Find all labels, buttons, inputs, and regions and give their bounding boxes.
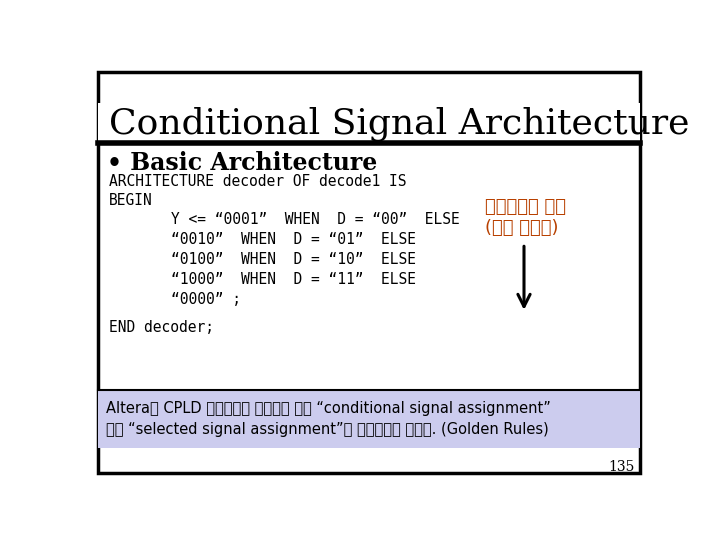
Text: “1000”  WHEN  D = “11”  ELSE: “1000” WHEN D = “11” ELSE bbox=[171, 272, 416, 287]
Text: Conditional Signal Architecture: Conditional Signal Architecture bbox=[109, 106, 689, 140]
Text: “0000” ;: “0000” ; bbox=[171, 292, 241, 307]
Text: Y <= “0001”  WHEN  D = “00”  ELSE: Y <= “0001” WHEN D = “00” ELSE bbox=[171, 212, 460, 227]
Text: 보다 “selected signal assignment”를 사용하기를 권한다. (Golden Rules): 보다 “selected signal assignment”를 사용하기를 권… bbox=[106, 422, 548, 437]
Text: “0010”  WHEN  D = “01”  ELSE: “0010” WHEN D = “01” ELSE bbox=[171, 232, 416, 247]
Bar bbox=[98, 390, 640, 448]
Text: “0100”  WHEN  D = “10”  ELSE: “0100” WHEN D = “10” ELSE bbox=[171, 252, 416, 267]
Text: BEGIN: BEGIN bbox=[109, 193, 153, 208]
Text: 순차적으로 평가: 순차적으로 평가 bbox=[485, 198, 566, 216]
Text: Altera는 CPLD 내부회로의 효율성을 위해 “conditional signal assignment”: Altera는 CPLD 내부회로의 효율성을 위해 “conditional … bbox=[106, 401, 550, 416]
Text: END decoder;: END decoder; bbox=[109, 320, 214, 335]
Text: 135: 135 bbox=[608, 460, 635, 474]
Text: (서로 종속적): (서로 종속적) bbox=[485, 219, 559, 237]
Text: • Basic Architecture: • Basic Architecture bbox=[107, 151, 377, 176]
Text: ARCHITECTURE decoder OF decode1 IS: ARCHITECTURE decoder OF decode1 IS bbox=[109, 174, 406, 190]
Bar bbox=[98, 103, 640, 143]
